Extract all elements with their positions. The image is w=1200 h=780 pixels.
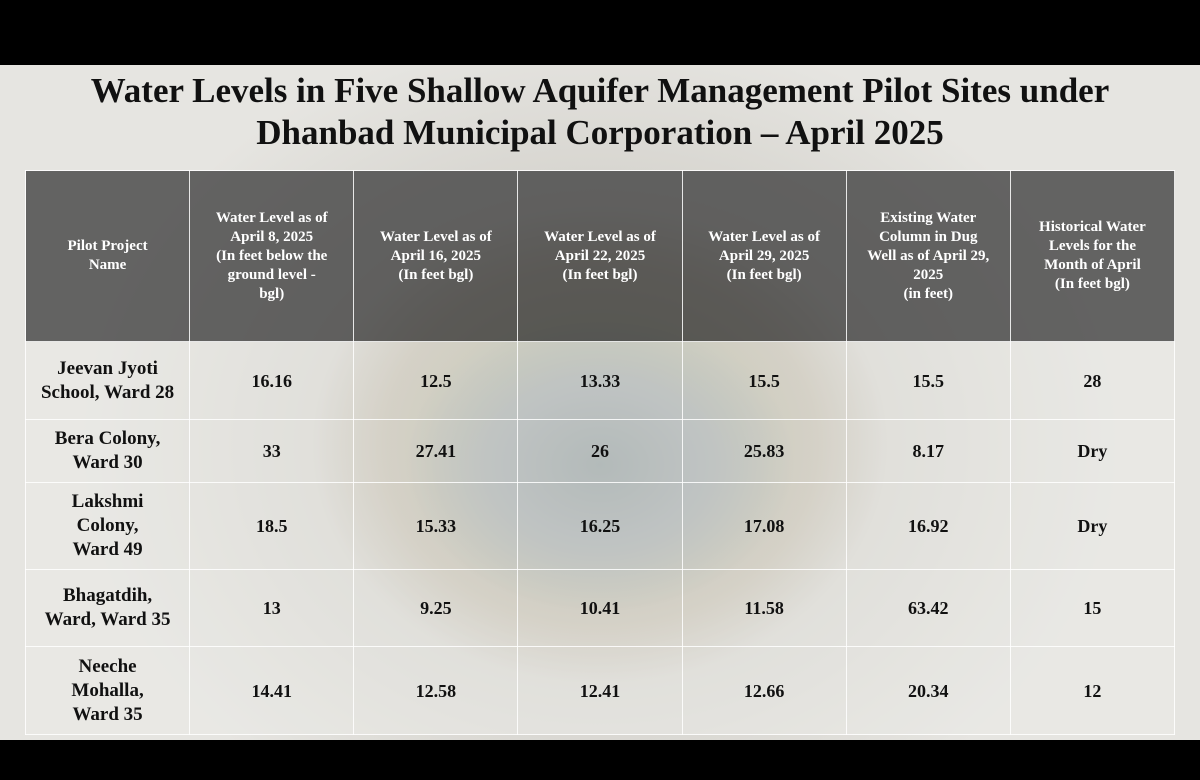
column-header: Water Level as of April 29, 2025 (In fee… [681,170,847,342]
table-row: Jeevan Jyoti School, Ward 28 16.16 12.5 13.… [24,341,1176,420]
header-row: Pilot Project Name Water Level as of Apri… [24,170,1176,342]
column-header: Historical Water Levels for the Month of… [1009,170,1176,342]
cell-value: 9.25 [353,569,519,647]
column-header: Water Level as of April 22, 2025 (In fee… [517,170,683,342]
column-header: Water Level as of April 16, 2025 (In fee… [353,170,519,342]
cell-value: 25.83 [681,419,847,483]
cell-value: 12.5 [353,341,519,420]
cell-value: 12.58 [353,646,519,735]
cell-value: 16.16 [189,341,355,420]
cell-value: 16.25 [517,482,683,570]
site-name: Bera Colony, Ward 30 [24,419,191,483]
cell-value: 11.58 [681,569,847,647]
cell-value: 17.08 [681,482,847,570]
cell-value: 15.5 [681,341,847,420]
cell-value: 14.41 [189,646,355,735]
site-name: Bhagatdih, Ward, Ward 35 [24,569,191,647]
column-header: Pilot Project Name [24,170,191,342]
cell-value: 20.34 [845,646,1011,735]
cell-value: 33 [189,419,355,483]
cell-value: 18.5 [189,482,355,570]
cell-value: 10.41 [517,569,683,647]
site-name: Jeevan Jyoti School, Ward 28 [24,341,191,420]
site-name: Neeche Mohalla, Ward 35 [24,646,191,735]
cell-value: 12 [1009,646,1176,735]
cell-value: Dry [1009,482,1176,570]
table-body: Jeevan Jyoti School, Ward 28 16.16 12.5 13.… [24,341,1176,735]
cell-value: 13 [189,569,355,647]
table-row: Bhagatdih, Ward, Ward 35 13 9.25 10.41 11.58… [24,569,1176,647]
cell-value: 8.17 [845,419,1011,483]
column-header: Water Level as of April 8, 2025 (In feet… [189,170,355,342]
water-level-table: Pilot Project Name Water Level as of Apri… [24,170,1176,735]
cell-value: 26 [517,419,683,483]
title: Water Levels in Five Shallow Aquifer Man… [90,71,1110,152]
cell-value: 16.92 [845,482,1011,570]
table-row: Bera Colony, Ward 30 33 27.41 26 25.83 8.17 Dr… [24,419,1176,483]
cell-value: 12.66 [681,646,847,735]
site-name: Lakshmi Colony, Ward 49 [24,482,191,570]
cell-value: 15 [1009,569,1176,647]
table-row: Neeche Mohalla, Ward 35 14.41 12.58 12.41 12… [24,646,1176,735]
cell-value: 12.41 [517,646,683,735]
cell-value: 28 [1009,341,1176,420]
cell-value: Dry [1009,419,1176,483]
cell-value: 15.33 [353,482,519,570]
cell-value: 27.41 [353,419,519,483]
cell-value: 15.5 [845,341,1011,420]
column-header: Existing Water Column in Dug Well as of … [845,170,1011,342]
cell-value: 13.33 [517,341,683,420]
table-row: Lakshmi Colony, Ward 49 18.5 15.33 16.25 17.… [24,482,1176,570]
cell-value: 63.42 [845,569,1011,647]
